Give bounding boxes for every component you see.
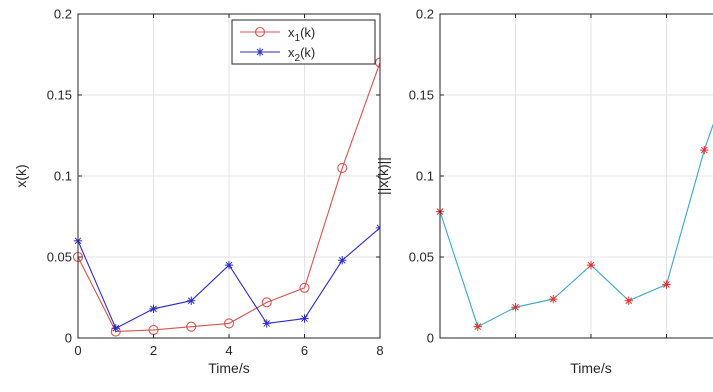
x-tick-label: 4 [225, 343, 232, 358]
legend-item: x2(k) [240, 45, 315, 64]
x-tick-label: 4 [587, 343, 594, 358]
data-point [662, 280, 671, 289]
y-axis-label: ||x(k)|| [375, 157, 391, 195]
x-axis-label: Time/s [570, 360, 611, 376]
data-point [299, 282, 310, 293]
legend-label-tail: (k) [300, 25, 315, 40]
data-layer [435, 123, 713, 331]
data-point [187, 296, 196, 305]
y-tick-label: 0.1 [54, 169, 72, 184]
legend-marker [255, 47, 265, 57]
y-tick-label: 0.05 [409, 250, 434, 265]
x-tick-label: 6 [663, 343, 670, 358]
y-tick-label: 0.05 [47, 250, 72, 265]
data-point [624, 296, 633, 305]
data-point [300, 314, 309, 323]
y-tick-label: 0.2 [54, 7, 72, 22]
legend-label-sub: 1 [295, 33, 301, 44]
y-tick-label: 0.1 [416, 169, 434, 184]
x-tick-label: 8 [376, 343, 383, 358]
y-tick-label: 0 [427, 331, 434, 346]
data-point [223, 318, 235, 329]
legend-label-tail: (k) [300, 45, 315, 60]
legend-label: x2(k) [288, 45, 315, 64]
data-point [473, 322, 482, 331]
legend-marker [254, 26, 266, 38]
data-point [262, 319, 271, 328]
legend-label-main: x [288, 45, 295, 60]
legend-label: x1(k) [288, 25, 315, 44]
legend-box [231, 19, 376, 65]
legend-label-main: x [288, 25, 295, 40]
x-tick-label: 6 [301, 343, 308, 358]
data-point [700, 145, 709, 155]
data-point [375, 223, 380, 233]
x-axis-label: Time/s [208, 360, 249, 376]
legend-item: x1(k) [240, 25, 315, 44]
data-point [337, 162, 348, 173]
y-tick-label: 0 [65, 331, 72, 346]
y-axis-label: x(k) [13, 164, 29, 187]
x-tick-label: 2 [512, 343, 519, 358]
data-point [186, 321, 197, 332]
legend: x1(k)x2(k) [231, 19, 376, 65]
y-tick-label: 0.15 [409, 88, 434, 103]
data-point [261, 297, 272, 308]
data-point [149, 304, 158, 314]
x-tick-label: 2 [150, 343, 157, 358]
data-point [549, 294, 558, 304]
right-plot: 0 2 4 6 8 0 0.05 0.1 0.15 0.2 Time/s ||x(k)|| [375, 7, 713, 376]
x-tick-label: 0 [74, 343, 81, 358]
legend-label-sub: 2 [295, 53, 301, 64]
y-tick-label: 0.15 [47, 88, 72, 103]
data-point [224, 260, 234, 270]
data-point [338, 256, 347, 265]
data-point [511, 303, 520, 312]
series-line-1 [77, 62, 380, 333]
y-tick-label: 0.2 [416, 7, 434, 22]
data-layer [72, 57, 380, 337]
data-point [586, 260, 596, 270]
x-tick-label: 0 [436, 343, 443, 358]
data-point [111, 324, 120, 333]
